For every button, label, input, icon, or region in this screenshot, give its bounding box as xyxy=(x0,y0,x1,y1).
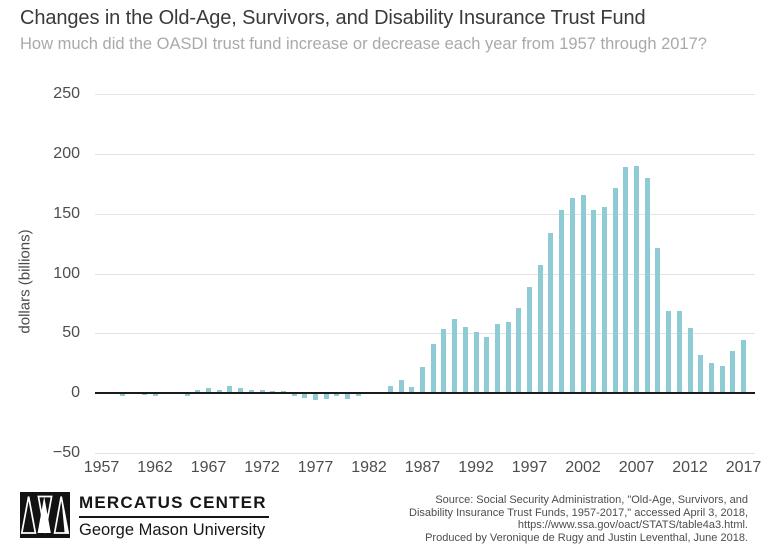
bar-2006 xyxy=(623,166,629,393)
bar-1959 xyxy=(120,394,126,396)
bar-2016 xyxy=(730,350,736,393)
bar-2012 xyxy=(687,328,693,393)
bar-1988 xyxy=(430,344,436,393)
bar-1997 xyxy=(527,287,532,393)
bar-1991 xyxy=(462,326,468,393)
x-tick-label: 1997 xyxy=(511,459,548,476)
gridline xyxy=(95,452,755,454)
bar-1986 xyxy=(409,387,415,393)
gridline xyxy=(95,273,755,275)
x-tick-label: 2012 xyxy=(672,459,708,476)
bar-2009 xyxy=(655,247,661,393)
bar-1965 xyxy=(184,394,190,396)
bar-1984 xyxy=(387,385,393,393)
bar-1993 xyxy=(484,337,490,393)
bar-2008 xyxy=(644,177,650,393)
bar-1996 xyxy=(516,308,522,393)
logo-text: MERCATUS CENTER George Mason University xyxy=(79,492,269,540)
y-tick-label: 50 xyxy=(62,324,80,342)
bar-1967 xyxy=(206,388,211,393)
chart-title: Changes in the Old-Age, Survivors, and D… xyxy=(20,7,646,29)
gridline xyxy=(95,333,755,335)
bar-1987 xyxy=(420,366,425,393)
bar-2005 xyxy=(612,187,618,393)
bar-2014 xyxy=(708,363,714,393)
x-tick-label: 1972 xyxy=(244,459,280,476)
chart-subtitle: How much did the OASDI trust fund increa… xyxy=(20,35,707,53)
bar-2004 xyxy=(601,206,607,393)
gridline xyxy=(95,213,755,215)
x-tick-label: 1962 xyxy=(137,459,173,476)
y-tick-label: 0 xyxy=(71,384,80,401)
bar-1966 xyxy=(195,390,201,393)
bar-2000 xyxy=(559,209,565,393)
y-tick-label: −50 xyxy=(52,443,80,461)
source-line: Disability Insurance Trust Funds, 1957-2… xyxy=(409,506,748,519)
gridline xyxy=(95,154,755,156)
bar-1972 xyxy=(259,390,265,393)
bar-2017 xyxy=(741,340,746,393)
x-tick-label: 1957 xyxy=(83,459,120,476)
bar-2011 xyxy=(676,310,682,393)
x-tick-label: 1967 xyxy=(190,459,227,476)
x-tick-label: 1977 xyxy=(297,459,334,476)
bar-1969 xyxy=(227,386,233,393)
bar-1990 xyxy=(452,318,458,393)
bar-1998 xyxy=(537,265,543,393)
source-attribution: Source: Social Security Administration, … xyxy=(409,492,748,544)
bar-2013 xyxy=(698,354,704,393)
source-line: Source: Social Security Administration, … xyxy=(435,494,748,506)
bar-2010 xyxy=(666,310,672,393)
logo-subtitle: George Mason University xyxy=(79,521,266,539)
footer: MERCATUS CENTER George Mason University … xyxy=(20,492,748,544)
bar-1971 xyxy=(248,390,254,393)
bar-2015 xyxy=(719,365,725,393)
bar-1994 xyxy=(494,323,500,393)
zero-axis-line xyxy=(95,392,755,394)
bar-1992 xyxy=(473,332,479,393)
logo-title: MERCATUS CENTER xyxy=(79,492,269,518)
bar-1975 xyxy=(291,394,297,396)
source-line: https://www.ssa.gov/oact/STATS/table4a3.… xyxy=(517,519,748,532)
bar-1970 xyxy=(238,388,244,393)
x-tick-label: 2017 xyxy=(725,459,762,476)
x-tick-label: 1982 xyxy=(351,459,387,476)
x-tick-label: 1987 xyxy=(404,459,441,476)
x-tick-label: 1992 xyxy=(458,459,494,476)
bar-1961 xyxy=(141,394,147,395)
x-tick-label: 2007 xyxy=(618,459,655,476)
bar-1977 xyxy=(313,394,318,401)
y-tick-label: 100 xyxy=(53,264,80,282)
bar-1995 xyxy=(505,321,511,393)
bar-1981 xyxy=(355,394,361,397)
bar-1989 xyxy=(441,329,447,393)
bar-1962 xyxy=(152,394,158,396)
bar-1978 xyxy=(323,394,329,399)
y-tick-label: 200 xyxy=(53,145,80,163)
bar-1985 xyxy=(398,379,404,393)
bar-2001 xyxy=(569,198,575,393)
y-tick-label: 150 xyxy=(53,204,80,222)
bar-1976 xyxy=(302,394,308,398)
y-tick-label: 250 xyxy=(53,85,80,103)
gridline xyxy=(95,94,755,96)
mercatus-logo: MERCATUS CENTER George Mason University xyxy=(20,492,269,540)
source-line: Produced by Veronique de Rugy and Justin… xyxy=(425,531,748,544)
bar-1968 xyxy=(216,390,222,393)
bar-1979 xyxy=(334,394,340,396)
x-tick-label: 2002 xyxy=(565,459,601,476)
bar-2007 xyxy=(634,165,639,393)
bar-2002 xyxy=(580,195,586,393)
mercatus-logo-icon xyxy=(20,492,70,538)
bar-2003 xyxy=(591,210,597,393)
bar-chart: dollars (billions) 250 200 150 100 50 0 −50 195… xyxy=(0,85,768,480)
bar-1980 xyxy=(345,394,351,399)
bar-1999 xyxy=(548,233,554,393)
